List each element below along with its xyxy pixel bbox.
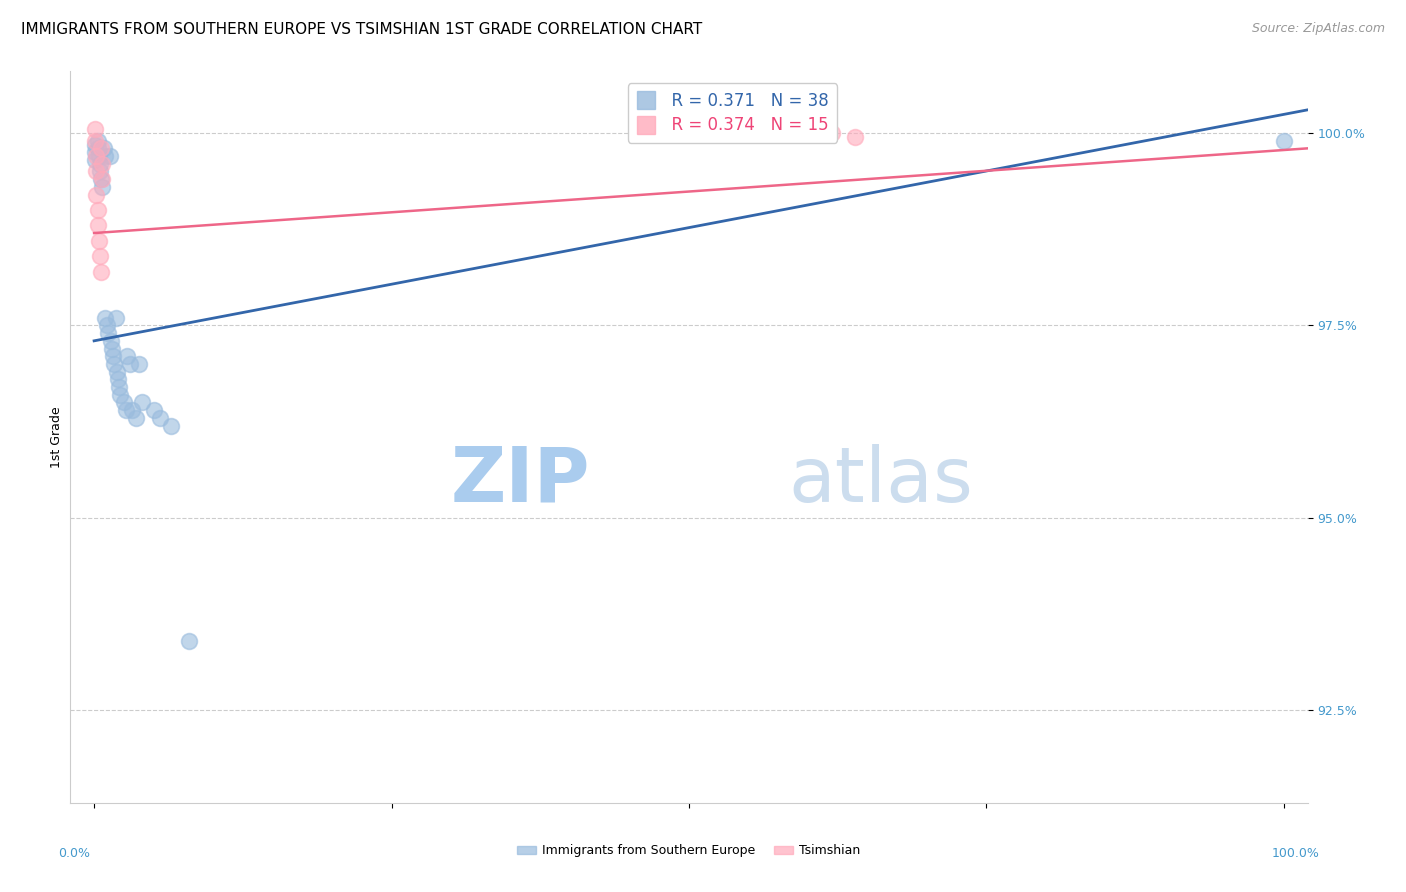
Point [89, 157, 111, 171]
Point [121, 403, 143, 417]
Point [84, 145, 107, 160]
Point [86, 134, 108, 148]
Legend: Immigrants from Southern Europe, Tsimshian: Immigrants from Southern Europe, Tsimshi… [512, 839, 866, 863]
Point [148, 410, 170, 425]
Point [98, 149, 121, 163]
Point [84, 137, 107, 152]
Point [160, 418, 183, 433]
Point [104, 310, 127, 325]
Point [96, 318, 118, 333]
Text: 100.0%: 100.0% [1272, 847, 1320, 860]
Point [86, 149, 108, 163]
Point [101, 342, 124, 356]
Point [97, 326, 120, 340]
Point [101, 349, 124, 363]
Point [86, 219, 108, 233]
Point [84, 122, 107, 136]
Point [117, 349, 139, 363]
Point [115, 403, 138, 417]
Point [110, 388, 132, 402]
Point [94, 310, 117, 325]
Point [84, 153, 107, 167]
Point [128, 357, 150, 371]
Text: ZIP: ZIP [450, 444, 591, 518]
Point [94, 149, 117, 163]
Point [108, 380, 131, 394]
Point [91, 157, 114, 171]
Point [91, 172, 114, 186]
Point [89, 164, 111, 178]
Point [90, 264, 112, 278]
Point [131, 395, 153, 409]
Text: IMMIGRANTS FROM SOUTHERN EUROPE VS TSIMSHIAN 1ST GRADE CORRELATION CHART: IMMIGRANTS FROM SOUTHERN EUROPE VS TSIMS… [21, 22, 703, 37]
Point [84, 134, 107, 148]
Point [821, 126, 844, 140]
Point [107, 372, 129, 386]
Point [118, 357, 141, 371]
Text: atlas: atlas [787, 444, 973, 518]
Y-axis label: 1st Grade: 1st Grade [51, 406, 63, 468]
Point [142, 403, 165, 417]
Point [86, 187, 108, 202]
Point [179, 634, 201, 648]
Point [844, 129, 866, 144]
Point [86, 164, 108, 178]
Point [90, 141, 112, 155]
Point [87, 149, 110, 163]
Text: 0.0%: 0.0% [58, 847, 90, 860]
Point [103, 357, 125, 371]
Point [89, 249, 111, 263]
Point [90, 172, 112, 186]
Point [1272, 134, 1295, 148]
Point [112, 395, 135, 409]
Point [86, 141, 108, 155]
Point [86, 202, 108, 217]
Point [105, 365, 128, 379]
Point [125, 410, 148, 425]
Point [87, 234, 110, 248]
Point [91, 179, 114, 194]
Point [100, 334, 122, 348]
Point [93, 141, 115, 155]
Text: Source: ZipAtlas.com: Source: ZipAtlas.com [1251, 22, 1385, 36]
